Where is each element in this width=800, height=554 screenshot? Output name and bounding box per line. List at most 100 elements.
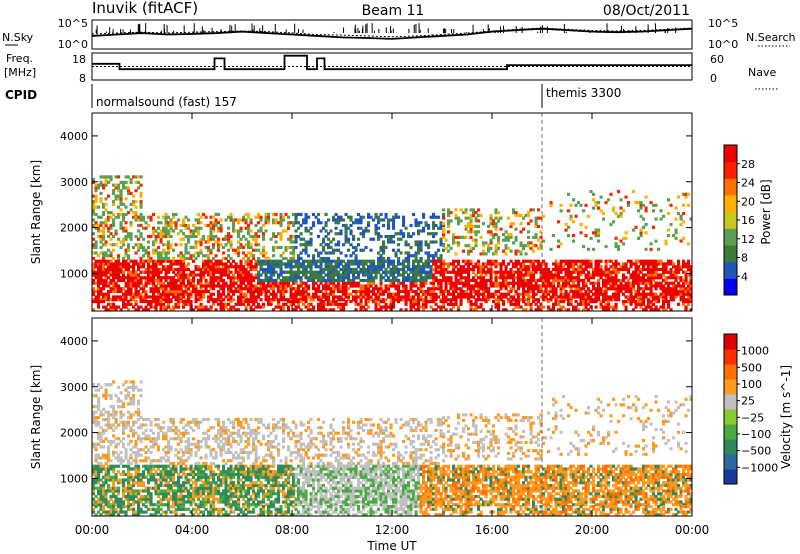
echo-cell	[219, 259, 223, 263]
echo-cell	[352, 281, 356, 285]
echo-cell	[284, 229, 288, 233]
echo-cell	[334, 232, 338, 236]
echo-cell	[484, 298, 488, 302]
echo-cell	[564, 276, 568, 280]
echo-cell	[514, 281, 518, 285]
echo-cell	[404, 276, 408, 280]
echo-cell	[272, 292, 276, 296]
echo-cell	[332, 218, 336, 222]
echo-cell	[282, 292, 286, 296]
echo-cell	[267, 281, 271, 285]
echo-cell	[334, 248, 338, 252]
echo-cell	[109, 302, 113, 306]
echo-cell	[414, 278, 418, 283]
echo-cell	[304, 298, 308, 302]
echo-cell	[244, 295, 248, 299]
echo-cell	[672, 265, 676, 269]
echo-cell	[107, 254, 111, 258]
echo-cell	[179, 281, 183, 285]
echo-cell	[432, 287, 436, 291]
echo-cell	[467, 216, 471, 220]
echo-cell	[347, 267, 351, 272]
echo-cell	[539, 265, 543, 269]
echo-cell	[114, 276, 118, 280]
echo-cell	[124, 276, 128, 280]
echo-cell	[194, 229, 198, 233]
echo-cell	[92, 289, 96, 294]
echo-cell	[684, 265, 688, 269]
echo-cell	[447, 281, 451, 285]
cpid-segment-0: normalsound (fast) 157	[96, 95, 237, 109]
echo-cell	[454, 265, 458, 269]
echo-cell	[494, 262, 498, 266]
echo-cell	[522, 289, 526, 294]
echo-cell	[444, 284, 448, 288]
echo-cell	[627, 259, 631, 263]
echo-cell	[464, 281, 468, 285]
echo-cell	[137, 289, 141, 294]
echo-cell	[239, 243, 243, 247]
echo-cell	[417, 300, 421, 304]
echo-cell	[589, 273, 593, 277]
echo-cell	[539, 216, 543, 220]
echo-cell	[557, 273, 561, 277]
echo-cell	[202, 289, 206, 294]
echo-cell	[414, 281, 418, 285]
echo-cell	[344, 237, 348, 241]
echo-cell	[679, 276, 683, 280]
echo-cell	[102, 273, 106, 277]
echo-cell	[429, 281, 433, 285]
echo-cell	[584, 295, 588, 299]
echo-cell	[632, 276, 636, 280]
echo-cell	[159, 298, 163, 302]
echo-cell	[104, 295, 108, 299]
echo-cell	[579, 300, 583, 304]
echo-cell	[92, 492, 96, 496]
echo-cell	[197, 267, 201, 272]
echo-cell	[452, 235, 456, 239]
echo-cell	[199, 215, 203, 219]
echo-cell	[334, 265, 338, 269]
echo-cell	[209, 226, 213, 230]
echo-cell	[259, 215, 263, 219]
echo-cell	[332, 302, 336, 306]
echo-cell	[264, 284, 268, 288]
echo-cell	[612, 278, 616, 283]
echo-cell	[584, 267, 588, 272]
echo-cell	[94, 464, 98, 468]
echo-cell	[517, 292, 521, 296]
echo-cell	[94, 472, 98, 477]
echo-cell	[189, 305, 193, 309]
echo-cell	[357, 212, 361, 217]
echo-cell	[577, 276, 581, 280]
echo-cell	[109, 178, 113, 182]
echo-cell	[454, 302, 458, 306]
echo-cell	[277, 284, 281, 288]
echo-cell	[244, 262, 248, 266]
echo-cell	[687, 281, 691, 285]
echo-cell	[497, 235, 501, 239]
echo-cell	[424, 240, 428, 244]
echo-cell	[102, 259, 106, 263]
echo-cell	[537, 300, 541, 304]
echo-cell	[537, 224, 541, 228]
echo-cell	[177, 302, 181, 306]
echo-cell	[159, 292, 163, 296]
echo-cell	[412, 278, 416, 283]
echo-cell	[534, 270, 538, 274]
echo-cell	[434, 278, 438, 283]
echo-cell	[102, 251, 106, 255]
echo-cell	[514, 305, 518, 309]
echo-cell	[107, 292, 111, 296]
echo-cell	[112, 287, 116, 291]
echo-cell	[127, 302, 131, 306]
echo-cell	[449, 302, 453, 306]
echo-cell	[119, 265, 123, 269]
echo-cell	[339, 308, 343, 311]
echo-cell	[499, 265, 503, 269]
echo-cell	[247, 273, 251, 277]
echo-cell	[469, 302, 473, 306]
echo-cell	[274, 292, 278, 296]
echo-cell	[129, 221, 133, 225]
echo-cell	[524, 298, 528, 302]
